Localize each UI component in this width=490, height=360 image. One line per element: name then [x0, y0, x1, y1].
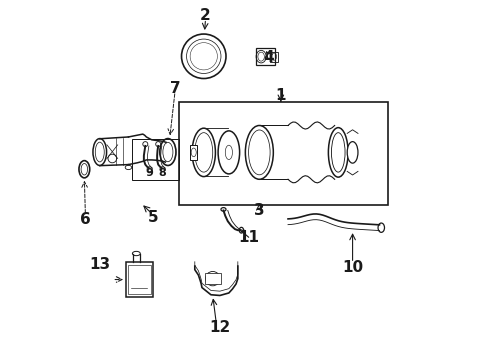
Text: 8: 8 [158, 168, 166, 178]
Bar [179, 102, 389, 205]
Bar [126, 262, 153, 297]
Ellipse shape [245, 126, 273, 179]
Bar [190, 145, 197, 159]
Bar [256, 48, 275, 65]
Text: 2: 2 [200, 8, 211, 23]
Bar [270, 51, 278, 62]
Text: 10: 10 [342, 260, 363, 275]
Text: 3: 3 [254, 203, 265, 218]
Text: 12: 12 [209, 320, 230, 334]
Text: 9: 9 [145, 168, 153, 178]
Text: 6: 6 [80, 212, 91, 227]
Ellipse shape [93, 139, 107, 166]
Ellipse shape [328, 128, 348, 177]
Text: 11: 11 [238, 230, 259, 245]
Ellipse shape [192, 128, 216, 177]
Text: 13: 13 [89, 257, 110, 272]
Bar [132, 139, 179, 180]
Text: 4: 4 [264, 50, 274, 65]
Ellipse shape [347, 141, 358, 163]
Bar [128, 265, 151, 294]
Text: 7: 7 [170, 81, 180, 96]
Bar [205, 273, 220, 284]
Text: 1: 1 [275, 88, 286, 103]
Text: 5: 5 [148, 210, 159, 225]
Ellipse shape [218, 131, 240, 174]
